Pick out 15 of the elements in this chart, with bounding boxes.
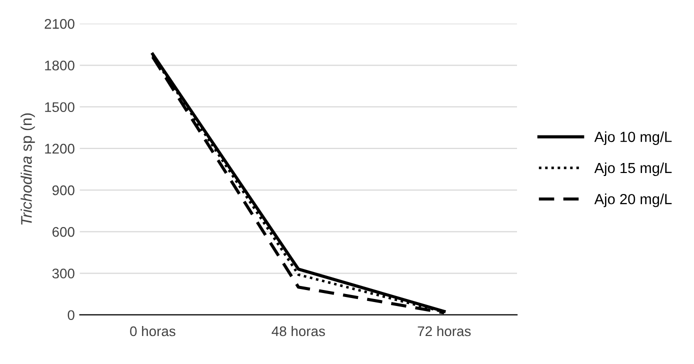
legend-label: Ajo 20 mg/L <box>594 194 672 208</box>
x-tick-label: 72 horas <box>418 326 471 336</box>
y-tick-label: 2100 <box>44 18 74 29</box>
y-tick-label: 300 <box>52 268 74 278</box>
y-tick-label: 600 <box>52 226 74 237</box>
y-tick-label: 1800 <box>45 60 74 70</box>
y-tick-label: 1200 <box>45 144 74 154</box>
y-axis-title: Trichodina sp (n) <box>20 113 35 225</box>
x-tick-label: 48 horas <box>272 326 325 336</box>
y-tick-label: 0 <box>68 310 74 320</box>
y-tick-label: 900 <box>52 185 74 196</box>
legend-label: Ajo 15 mg/L <box>594 162 672 176</box>
x-tick-label: 0 horas <box>130 326 176 336</box>
legend-label: Ajo 10 mg/L <box>594 131 672 145</box>
y-tick-label: 1500 <box>45 102 74 112</box>
